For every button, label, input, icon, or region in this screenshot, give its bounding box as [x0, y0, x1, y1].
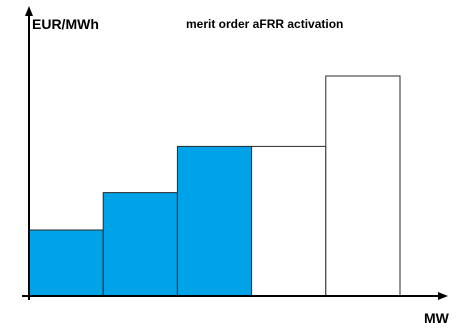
x-axis-label: MW [424, 310, 450, 324]
axes-group [22, 6, 448, 300]
bar-5-not-activated [325, 75, 401, 297]
y-axis-label: EUR/MWh [32, 16, 99, 32]
bar-3-activated [176, 145, 253, 297]
bars-group [28, 75, 401, 297]
bar-2-activated [102, 192, 178, 297]
y-axis-arrowhead [25, 6, 33, 16]
x-axis-arrowhead [438, 292, 448, 300]
chart-title: merit order aFRR activation [186, 17, 343, 31]
bar-1-activated [28, 229, 104, 297]
bar-4-not-activated [251, 145, 327, 297]
